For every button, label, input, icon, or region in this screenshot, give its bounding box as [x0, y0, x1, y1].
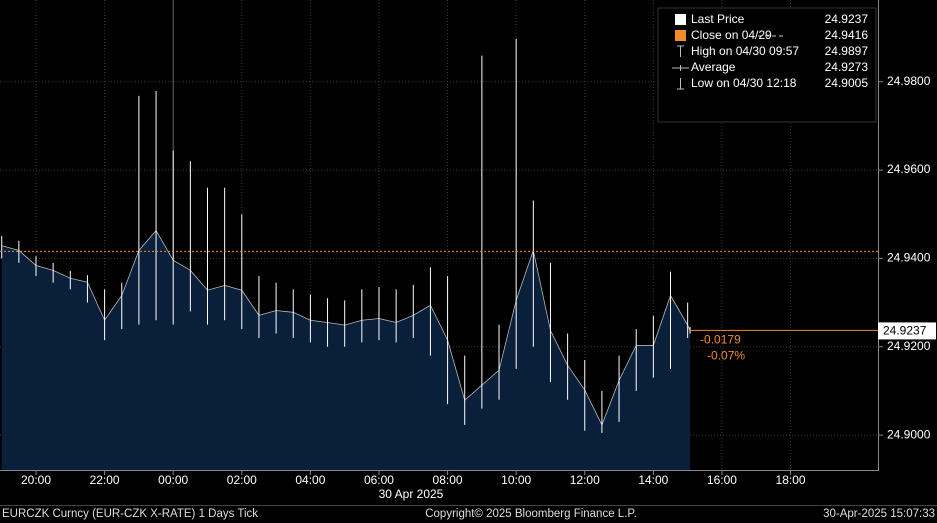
y-tick-label: 24.9200 [887, 339, 931, 353]
legend-value: 24.9416 [825, 28, 869, 42]
legend-icon [675, 14, 686, 25]
last-price-box [878, 322, 936, 340]
change-pct-label: -0.07% [707, 349, 745, 363]
last-price-label: 24.9237 [883, 324, 927, 338]
x-tick-label: 08:00 [433, 473, 463, 487]
x-tick-label: 22:00 [90, 473, 120, 487]
legend-icon [677, 78, 684, 90]
area [1, 230, 691, 470]
footer-copyright: Copyright© 2025 Bloomberg Finance L.P. [425, 508, 637, 520]
change-label: -0.0179 [700, 333, 741, 347]
y-tick-label: 24.9000 [887, 427, 931, 441]
x-tick-label: 04:00 [295, 473, 325, 487]
plot-area [0, 0, 878, 470]
legend-label: Low on 04/30 12:18 [691, 76, 797, 90]
legend-value: 24.9005 [825, 76, 869, 90]
legend-label: Close on 04/29 [691, 28, 772, 42]
legend-label: High on 04/30 09:57 [691, 44, 799, 58]
legend-value: 24.9237 [825, 12, 869, 26]
x-tick-label: 18:00 [776, 473, 806, 487]
legend-box [657, 7, 877, 123]
legend-label: Average [691, 60, 736, 74]
price-line [1, 229, 691, 426]
date-label: 30 Apr 2025 [379, 487, 444, 501]
x-tick-label: 16:00 [707, 473, 737, 487]
x-tick-label: 20:00 [21, 473, 51, 487]
footer-timestamp: 30-Apr-2025 15:07:33 [823, 508, 935, 520]
x-tick-label: 10:00 [501, 473, 531, 487]
x-tick-label: 12:00 [570, 473, 600, 487]
footer-title: EURCZK Curncy (EUR-CZK X-RATE) 1 Days Ti… [2, 508, 258, 520]
y-tick-label: 24.9400 [887, 251, 931, 265]
x-tick-label: 00:00 [158, 473, 188, 487]
x-tick-label: 14:00 [638, 473, 668, 487]
y-tick-label: 24.9600 [887, 162, 931, 176]
legend-icon [677, 45, 684, 57]
legend: Last Price 24.9237 Close on 04/29 24.9416 Hi… [657, 7, 877, 123]
legend-icon [675, 30, 686, 41]
legend-value: 24.9897 [825, 44, 869, 58]
y-tick-label: 24.9800 [887, 74, 931, 88]
legend-icon [672, 65, 689, 71]
x-tick-label: 06:00 [364, 473, 394, 487]
legend-value: 24.9273 [825, 60, 869, 74]
legend-label: Last Price [691, 12, 745, 26]
x-tick-label: 02:00 [227, 473, 257, 487]
